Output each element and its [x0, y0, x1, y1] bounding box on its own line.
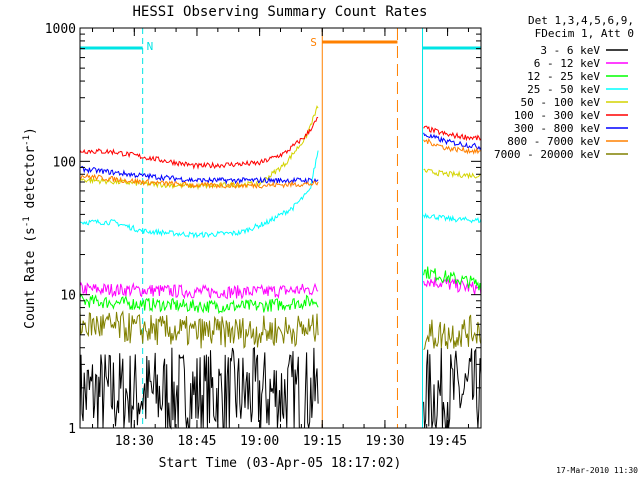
x-axis-label: Start Time (03-Apr-05 18:17:02)	[159, 456, 402, 471]
legend-label: 7000 - 20000 keV	[494, 148, 600, 161]
x-tick-label: 19:30	[365, 434, 404, 449]
legend-header-line-1: Det 1,3,4,5,6,9,	[528, 14, 634, 27]
legend-label: 100 - 300 keV	[514, 109, 600, 122]
x-tick-label: 18:45	[177, 434, 216, 449]
y-axis-label-end: )	[23, 127, 38, 135]
x-tick-label: 19:00	[240, 434, 279, 449]
x-tick-label: 19:45	[428, 434, 467, 449]
series-line-4	[79, 150, 482, 239]
series-line-3	[79, 266, 482, 315]
y-axis-label-sup1: -1	[22, 216, 32, 227]
legend-label: 25 - 50 keV	[527, 83, 600, 96]
legend-header-line-2: FDecim 1, Att 0	[535, 27, 634, 40]
legend-label: 6 - 12 keV	[534, 57, 601, 70]
legend-label: 3 - 6 keV	[540, 44, 600, 57]
y-axis-label-mid: detector	[23, 146, 38, 217]
series-layer	[79, 105, 482, 430]
legend-label: 800 - 7000 keV	[507, 135, 600, 148]
x-tick-label: 18:30	[115, 434, 154, 449]
series-line-9	[79, 310, 482, 350]
x-tick-label: 19:15	[303, 434, 342, 449]
series-line-2	[79, 277, 482, 300]
y-axis-label-main: Count Rate (s	[23, 227, 38, 329]
chart-title: HESSI Observing Summary Count Rates	[132, 4, 427, 20]
y-axis-label-sup2: -1	[22, 135, 32, 146]
series-line-8	[79, 137, 482, 190]
y-axis-label: Count Rate (s-1 detector-1)	[22, 127, 38, 329]
timestamp: 17-Mar-2010 11:30	[556, 466, 638, 475]
legend-label: 50 - 100 keV	[521, 96, 601, 109]
series-line-5	[79, 105, 482, 191]
series-line-6	[79, 116, 482, 170]
night-flag-label: N	[147, 40, 154, 53]
y-tick-label: 1000	[45, 22, 76, 37]
y-tick-label: 100	[53, 155, 76, 170]
series-line-1	[79, 346, 482, 430]
series-line-7	[79, 132, 482, 185]
y-tick-label: 1	[68, 422, 76, 437]
legend-label: 300 - 800 keV	[514, 122, 600, 135]
y-tick-label: 10	[60, 289, 76, 304]
saa-flag-label: S	[310, 36, 317, 49]
axis-layer: 18:30 18:45 19:00 19:15 19:30 19:45 1 10 100 1000	[45, 22, 481, 449]
legend-label: 12 - 25 keV	[527, 70, 600, 83]
legend: Det 1,3,4,5,6,9, FDecim 1, Att 0 3 - 6 k…	[494, 14, 634, 161]
